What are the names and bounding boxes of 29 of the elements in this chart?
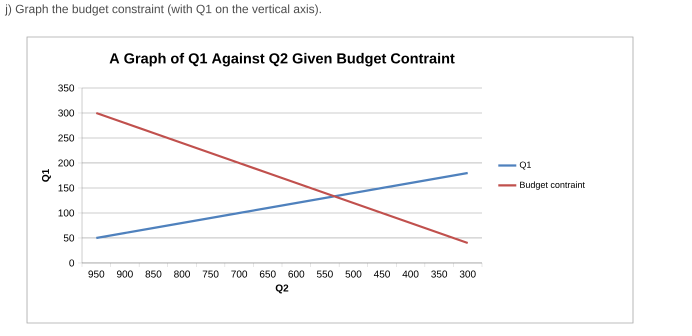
x-tick-label: 600 — [288, 270, 304, 278]
y-tick-label: 300 — [58, 109, 74, 117]
x-tick-label: 450 — [374, 270, 390, 278]
x-tick-label: 550 — [316, 270, 333, 278]
chart-title: A Graph of Q1 Against Q2 Given Budget Contraint — [110, 52, 455, 66]
x-tick-label: 850 — [146, 270, 162, 278]
x-tick-label: 650 — [260, 270, 276, 278]
x-tick-label: 700 — [231, 270, 248, 278]
x-tick-label: 300 — [460, 270, 476, 278]
y-tick-label: 0 — [69, 259, 74, 267]
y-tick-label: 350 — [58, 84, 74, 92]
y-tick-label: 50 — [64, 234, 74, 242]
x-axis-title: Q2 — [276, 284, 288, 294]
x-tick-label: 500 — [346, 270, 362, 278]
x-tick-label: 750 — [202, 270, 219, 278]
y-tick-label: 200 — [58, 159, 74, 167]
y-tick-label: 100 — [58, 209, 74, 217]
legend-label: Q1 — [520, 162, 531, 170]
x-tick-label: 900 — [116, 270, 133, 278]
y-tick-label: 250 — [58, 134, 74, 142]
y-axis-title: Q1 — [42, 169, 51, 182]
legend-label: Budget contraint — [520, 181, 585, 190]
x-tick-label: 950 — [88, 270, 104, 278]
x-tick-label: 400 — [402, 270, 419, 278]
x-tick-label: 350 — [431, 270, 448, 278]
x-tick-label: 800 — [174, 270, 190, 278]
line-series — [95, 112, 469, 244]
y-tick-label: 150 — [58, 184, 74, 192]
text: j) Graph the budget constraint (with Q1 on the vertical axis). — [4, 4, 321, 16]
